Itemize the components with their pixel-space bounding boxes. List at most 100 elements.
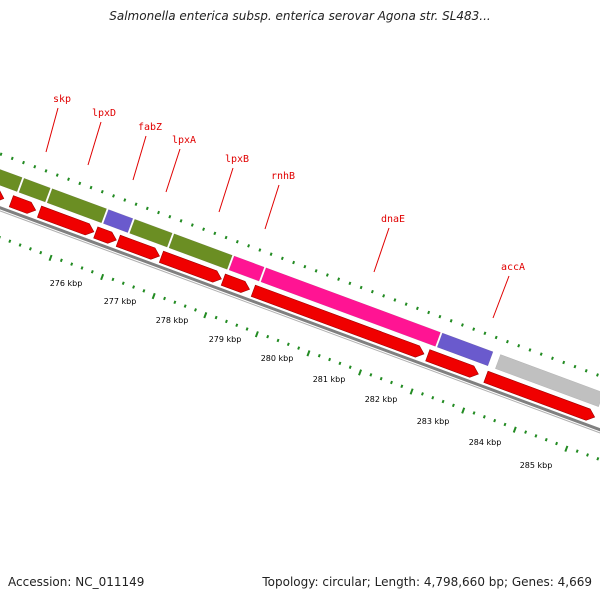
tick-inner xyxy=(203,311,208,319)
tick-inner xyxy=(245,327,249,331)
tick-inner xyxy=(235,323,239,327)
tick-outer xyxy=(584,369,588,373)
tick-inner xyxy=(358,369,363,376)
genome-summary-text: Topology: circular; Length: 4,798,660 bp… xyxy=(262,575,592,589)
tick-inner xyxy=(173,300,177,305)
tick-outer xyxy=(393,298,397,302)
gene-leader-line xyxy=(165,148,181,193)
gene-leader-line xyxy=(264,184,280,230)
tick-inner xyxy=(409,388,414,395)
tick-inner xyxy=(111,277,115,282)
tick-outer xyxy=(370,289,374,294)
tick-outer xyxy=(0,152,3,157)
cds-arrow xyxy=(250,284,425,358)
gene-leader-line xyxy=(87,121,102,166)
gene-leader-line xyxy=(492,275,510,319)
feature-block-magenta-2 xyxy=(260,267,441,347)
tick-outer xyxy=(168,214,172,219)
tick-inner xyxy=(132,285,136,289)
tick-inner xyxy=(512,426,517,433)
tick-inner xyxy=(59,258,63,263)
tick-inner xyxy=(441,399,445,404)
tick-outer xyxy=(539,352,543,356)
tick-outer xyxy=(449,319,453,323)
tick-inner xyxy=(254,331,259,338)
tick-outer xyxy=(190,223,194,227)
tick-outer xyxy=(33,164,37,169)
kbp-label: 280 kbp xyxy=(261,354,294,363)
tick-inner xyxy=(317,353,321,358)
feature-block-olive-1 xyxy=(0,169,23,192)
tick-inner xyxy=(328,357,332,362)
cds-arrow xyxy=(425,349,479,378)
gene-label-rnhB: rnhB xyxy=(271,171,295,182)
tick-outer xyxy=(573,364,577,369)
tick-inner xyxy=(431,395,435,400)
tick-outer xyxy=(157,210,161,215)
gene-leader-line xyxy=(218,167,234,213)
tick-outer xyxy=(235,239,239,244)
tick-inner xyxy=(142,289,146,293)
tick-outer xyxy=(528,348,532,352)
gene-label-fabZ: fabZ xyxy=(138,122,162,133)
tick-inner xyxy=(451,403,455,408)
cds-arrow xyxy=(483,370,596,421)
tick-outer xyxy=(134,202,138,206)
tick-inner xyxy=(297,346,301,350)
tick-inner xyxy=(544,437,548,442)
cds-arrow xyxy=(158,250,222,283)
cds-arrow xyxy=(8,195,37,214)
cds-arrow xyxy=(0,190,5,201)
tick-outer xyxy=(213,231,217,236)
tick-inner xyxy=(503,422,507,427)
tick-outer xyxy=(303,264,307,269)
gene-label-lpxD: lpxD xyxy=(92,108,116,119)
tick-outer xyxy=(505,339,509,344)
tick-outer xyxy=(359,285,363,290)
tick-outer xyxy=(460,323,464,327)
tick-inner xyxy=(8,239,12,243)
tick-inner xyxy=(493,418,497,423)
tick-inner xyxy=(70,262,74,266)
tick-inner xyxy=(80,266,84,270)
tick-inner xyxy=(348,365,352,369)
tick-inner xyxy=(400,384,404,389)
kbp-label: 278 kbp xyxy=(156,316,189,325)
tick-inner xyxy=(461,407,466,414)
tick-outer xyxy=(325,273,329,277)
tick-outer xyxy=(562,360,566,365)
tick-inner xyxy=(575,449,579,453)
gene-label-lpxA: lpxA xyxy=(172,135,196,146)
tick-outer xyxy=(202,227,206,231)
tick-outer xyxy=(44,169,48,173)
tick-inner xyxy=(100,273,105,281)
kbp-label: 276 kbp xyxy=(50,279,83,288)
tick-inner xyxy=(534,434,538,438)
tick-outer xyxy=(112,194,116,198)
tick-outer xyxy=(89,185,93,190)
tick-outer xyxy=(348,281,352,286)
tick-outer xyxy=(472,327,476,331)
gene-label-accA: accA xyxy=(501,262,525,273)
tick-outer xyxy=(10,156,14,161)
gene-leader-line xyxy=(373,227,390,273)
tick-inner xyxy=(39,250,43,255)
tick-inner xyxy=(194,308,197,312)
tick-inner xyxy=(420,392,424,396)
tick-outer xyxy=(55,173,59,177)
tick-inner xyxy=(482,415,486,419)
gene-leader-line xyxy=(132,135,147,181)
tick-inner xyxy=(183,304,187,308)
tick-inner xyxy=(596,457,600,461)
kbp-label: 279 kbp xyxy=(209,335,242,344)
tick-inner xyxy=(18,243,22,247)
tick-outer xyxy=(483,331,487,336)
tick-inner xyxy=(338,361,342,366)
feature-block-magenta-1 xyxy=(228,255,265,282)
tick-inner xyxy=(214,315,218,320)
tick-inner xyxy=(48,254,53,262)
feature-block-olive-5 xyxy=(168,233,233,270)
tick-outer xyxy=(179,219,183,223)
backbone-line xyxy=(0,206,600,432)
cds-arrow xyxy=(220,273,250,293)
